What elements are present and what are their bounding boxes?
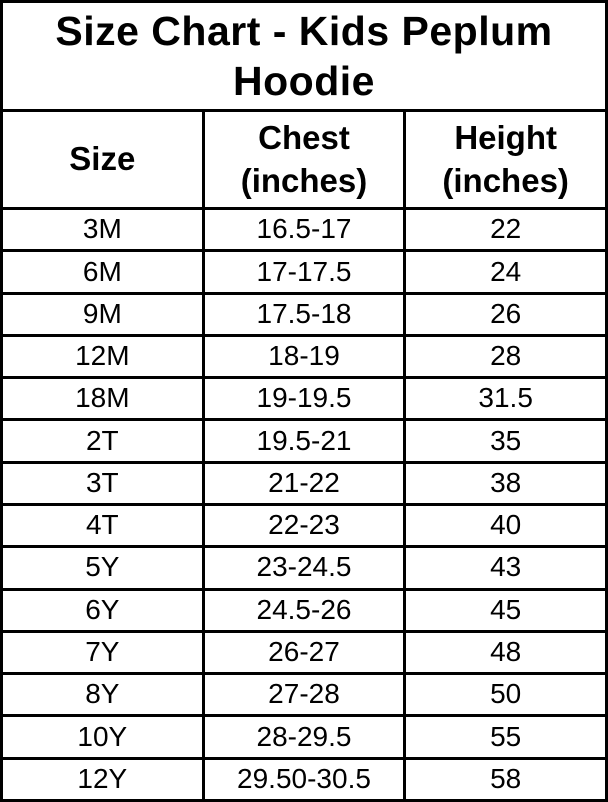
size-cell: 12M	[0, 333, 205, 380]
page-title: Size Chart - Kids Peplum Hoodie	[0, 0, 608, 112]
size-cell: 12Y	[0, 756, 205, 802]
chest-cell: 18-19	[201, 333, 407, 380]
chest-cell: 16.5-17	[201, 206, 407, 253]
table-row: 12M 18-19 28	[0, 333, 608, 380]
table-row: 3T 21-22 38	[0, 460, 608, 506]
height-cell: 43	[403, 545, 608, 591]
size-cell: 6M	[0, 249, 205, 295]
size-cell: 8Y	[0, 672, 205, 718]
height-cell: 28	[403, 333, 608, 380]
height-cell: 58	[403, 756, 608, 802]
chest-cell: 17.5-18	[201, 291, 407, 337]
height-cell: 26	[403, 291, 608, 337]
table-body: 3M 16.5-17 22 6M 17-17.5 24 9M 17.5-18 26 12M 18-1…	[0, 206, 608, 802]
chest-cell: 23-24.5	[201, 545, 407, 591]
size-cell: 2T	[0, 418, 205, 464]
column-header-height: Height (inches)	[403, 109, 608, 210]
chest-cell: 22-23	[201, 502, 407, 549]
column-header-size: Size	[0, 109, 205, 210]
table-row: 8Y 27-28 50	[0, 672, 608, 718]
chest-cell: 17-17.5	[201, 249, 407, 295]
size-cell: 4T	[0, 502, 205, 549]
chest-cell: 24.5-26	[201, 587, 407, 633]
table-row: 5Y 23-24.5 43	[0, 545, 608, 591]
title-row: Size Chart - Kids Peplum Hoodie	[0, 0, 608, 112]
table-row: 6Y 24.5-26 45	[0, 587, 608, 633]
table-row: 9M 17.5-18 26	[0, 291, 608, 337]
table-row: 2T 19.5-21 35	[0, 418, 608, 464]
size-cell: 5Y	[0, 545, 205, 591]
table-row: 10Y 28-29.5 55	[0, 714, 608, 760]
chest-cell: 28-29.5	[201, 714, 407, 760]
size-cell: 10Y	[0, 714, 205, 760]
size-cell: 18M	[0, 376, 205, 422]
height-cell: 35	[403, 418, 608, 464]
chest-cell: 29.50-30.5	[201, 756, 407, 802]
height-cell: 45	[403, 587, 608, 633]
chest-cell: 19-19.5	[201, 376, 407, 422]
size-cell: 3T	[0, 460, 205, 506]
column-header-chest: Chest (inches)	[201, 109, 407, 210]
height-cell: 48	[403, 629, 608, 676]
table-row: 7Y 26-27 48	[0, 629, 608, 676]
chest-cell: 27-28	[201, 672, 407, 718]
table-row: 18M 19-19.5 31.5	[0, 376, 608, 422]
height-cell: 38	[403, 460, 608, 506]
table-row: 6M 17-17.5 24	[0, 249, 608, 295]
size-cell: 3M	[0, 206, 205, 253]
size-cell: 6Y	[0, 587, 205, 633]
table-row: 4T 22-23 40	[0, 502, 608, 549]
table-row: 12Y 29.50-30.5 58	[0, 756, 608, 802]
height-cell: 50	[403, 672, 608, 718]
chest-cell: 21-22	[201, 460, 407, 506]
chest-cell: 26-27	[201, 629, 407, 676]
height-cell: 24	[403, 249, 608, 295]
height-cell: 22	[403, 206, 608, 253]
chest-cell: 19.5-21	[201, 418, 407, 464]
height-cell: 55	[403, 714, 608, 760]
table-row: 3M 16.5-17 22	[0, 206, 608, 253]
height-cell: 31.5	[403, 376, 608, 422]
size-cell: 9M	[0, 291, 205, 337]
table-head: Size Chart - Kids Peplum Hoodie Size Che…	[0, 0, 608, 210]
column-header-row: Size Chest (inches) Height (inches)	[0, 109, 608, 210]
height-cell: 40	[403, 502, 608, 549]
size-cell: 7Y	[0, 629, 205, 676]
